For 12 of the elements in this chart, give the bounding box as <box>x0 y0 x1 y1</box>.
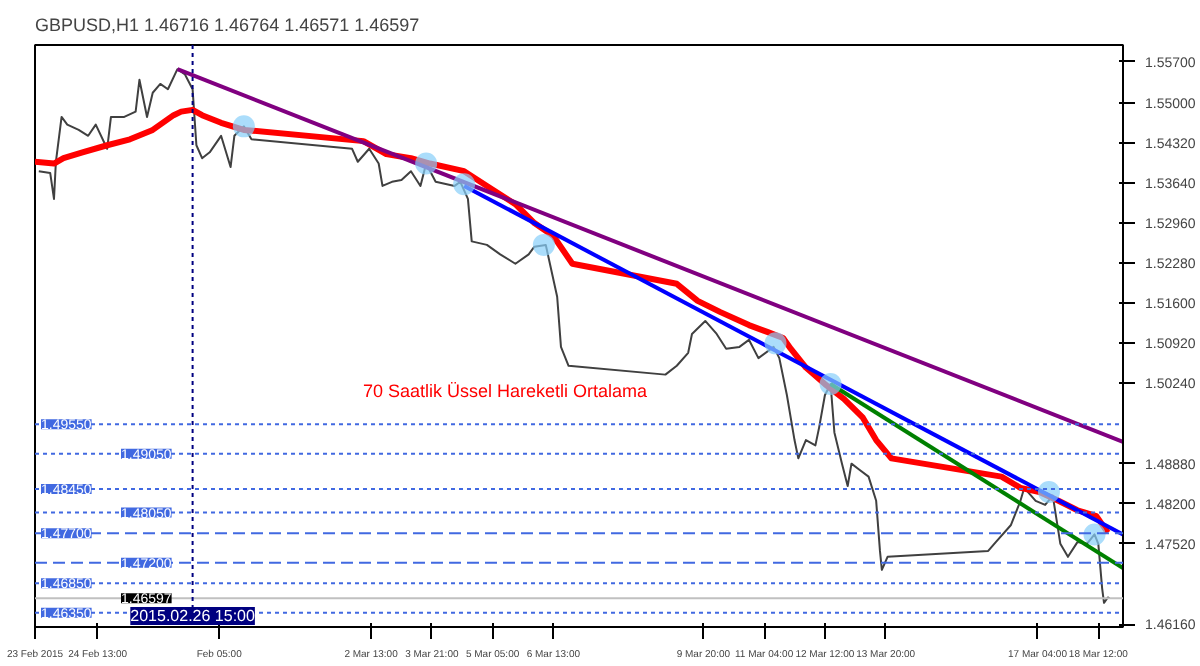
point <box>1037 480 1060 503</box>
point <box>1083 523 1106 546</box>
point <box>764 332 787 355</box>
line-series <box>37 68 1111 604</box>
point <box>532 233 555 256</box>
point <box>819 373 842 396</box>
ref-line-label: 2015.02.26 15:00 <box>130 607 256 625</box>
annotation: 70 Saatlik Üssel Hareketli Ortalama <box>362 381 648 401</box>
point <box>415 152 438 175</box>
chart-title: GBPUSD,H1 1.46716 1.46764 1.46571 1.46597 <box>35 15 420 35</box>
point <box>453 173 476 196</box>
point <box>232 115 255 138</box>
